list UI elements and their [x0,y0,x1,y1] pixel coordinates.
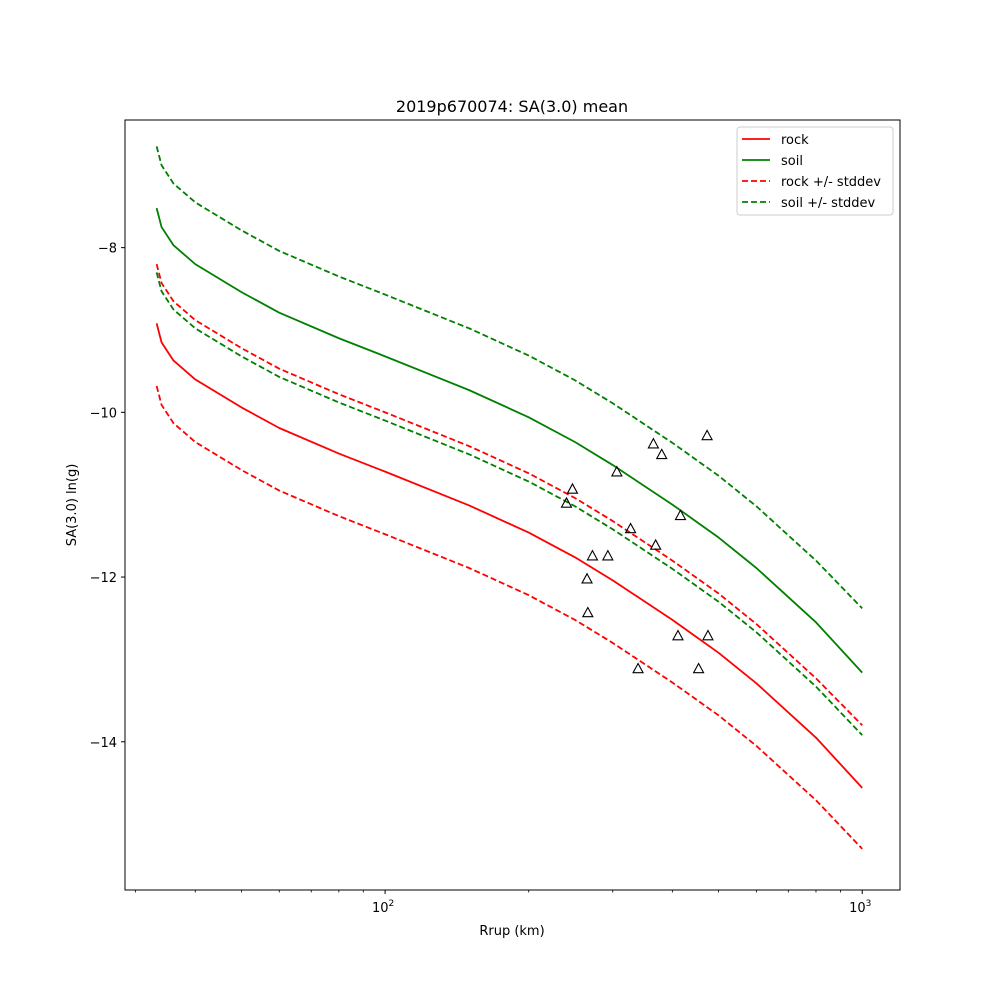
observation-marker-7 [624,522,637,534]
series-line-1 [155,207,863,674]
plot-frame [124,119,901,891]
observation-marker-4 [586,549,599,561]
legend-label-2: rock +/- stddev [781,175,881,190]
series-line-3 [155,385,863,850]
y-tick-label-2: −12 [90,571,117,586]
x-tick-label-0: 102 [372,899,394,916]
observation-marker-8 [632,662,644,674]
legend-box [736,126,894,216]
observation-marker-10 [649,538,662,550]
series-line-2 [155,263,863,726]
y-tick-label-1: −10 [90,406,117,421]
observation-marker-16 [702,629,714,641]
chart-title: 2019p670074: SA(3.0) mean [396,97,628,116]
legend: rock soil rock +/- stddev soil +/- stddev [736,126,894,216]
observation-marker-11 [655,448,668,460]
x-axis-label: Rrup (km) [479,924,544,939]
series-line-4 [155,146,863,609]
observation-marker-13 [674,509,687,521]
observation-marker-0 [560,496,573,508]
observation-marker-2 [581,572,593,584]
y-axis-label: SA(3.0) ln(g) [65,464,80,547]
series-line-5 [155,272,863,736]
observation-marker-6 [610,465,623,477]
x-axis: 102 103 [135,890,871,916]
observations-layer [560,429,714,674]
series-line-0 [155,323,863,789]
observation-marker-5 [601,549,614,561]
x-tick-label-1: 103 [849,899,871,916]
plot-clip-group [155,146,863,850]
y-tick-label-0: −8 [98,242,117,257]
observation-marker-1 [566,482,579,494]
observation-marker-9 [647,437,660,449]
observation-marker-15 [701,429,714,441]
observation-marker-12 [672,629,684,641]
observation-marker-3 [581,606,594,618]
y-tick-label-3: −14 [90,736,117,751]
observation-marker-14 [692,662,705,674]
legend-label-3: soil +/- stddev [781,196,876,211]
legend-label-0: rock [781,133,809,148]
y-axis: −8 −10 −12 −14 [90,242,125,751]
legend-label-1: soil [781,154,803,169]
series-layer [155,146,863,850]
